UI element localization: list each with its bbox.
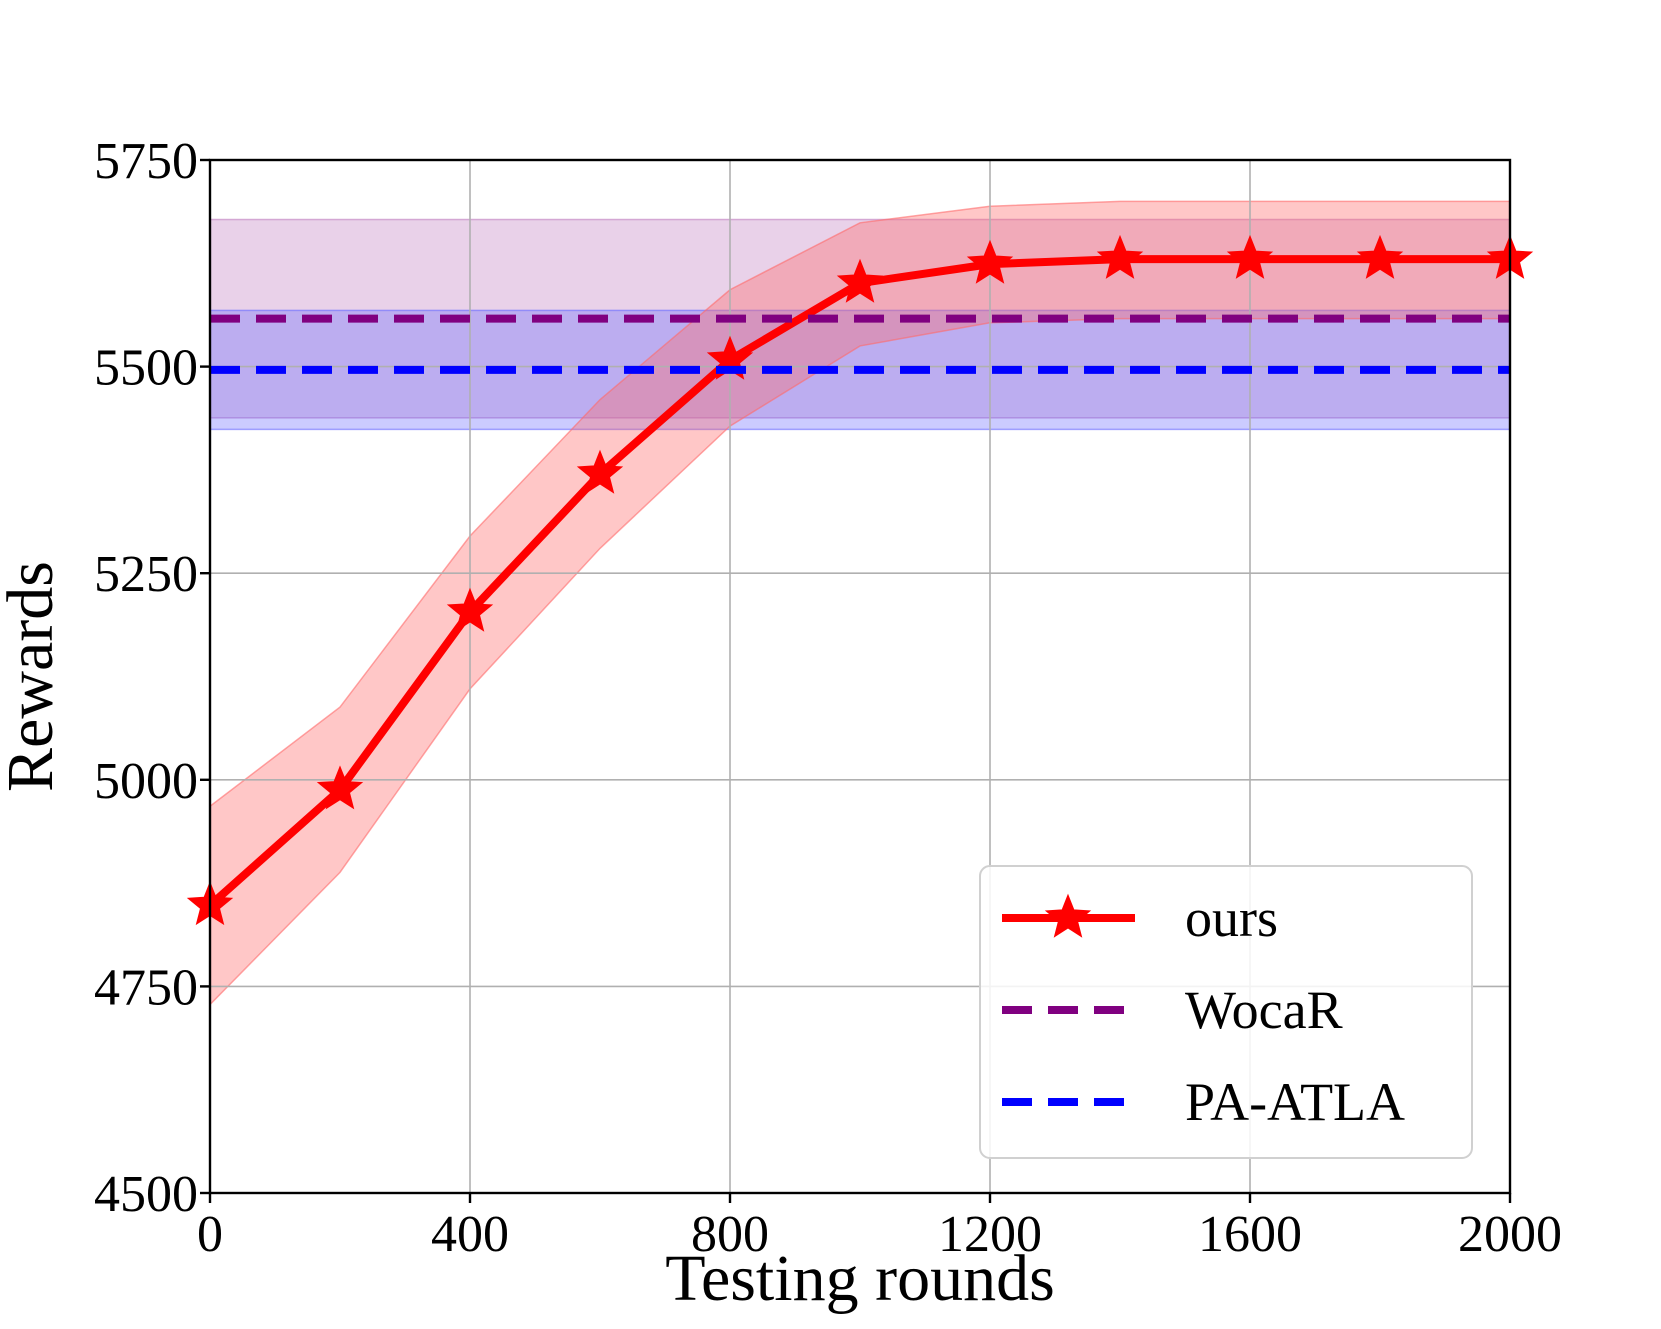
data-point-ours [446, 587, 494, 632]
x-tick-label: 0 [197, 1206, 223, 1263]
data-point-ours [836, 258, 884, 303]
data-point-ours [966, 239, 1014, 284]
legend-label-ours: ours [1185, 888, 1278, 948]
data-point-ours [316, 765, 364, 810]
y-tick-label: 5000 [94, 753, 198, 810]
axes: 0 400 800 1200 1600 2000 4500 4750 5000 5250 5500 5… [94, 133, 1562, 1263]
x-tick-label: 2000 [1458, 1206, 1562, 1263]
y-tick-label: 5250 [94, 546, 198, 603]
y-tick-label: 4750 [94, 959, 198, 1016]
legend-label-pa-atla: PA-ATLA [1185, 1072, 1405, 1132]
plot-frame [208, 158, 1512, 1195]
x-axis-label: Testing rounds [665, 1242, 1055, 1315]
legend-box [979, 865, 1473, 1159]
legend: ours WocaR PA-ATLA [979, 865, 1473, 1159]
x-tick-label: 800 [691, 1206, 769, 1263]
x-tick-label: 1200 [938, 1206, 1042, 1263]
data-point-ours [1226, 234, 1274, 279]
x-tick-label: 1600 [1198, 1206, 1302, 1263]
data-point-ours [576, 449, 624, 494]
data-point-ours [1096, 234, 1144, 279]
legend-marker-ours [1044, 893, 1092, 938]
legend-label-wocar: WocaR [1185, 980, 1343, 1040]
x-tick-label: 400 [431, 1206, 509, 1263]
y-tick-label: 5500 [94, 340, 198, 397]
series-lines [186, 234, 1534, 926]
y-tick-label: 5750 [94, 133, 198, 190]
y-tick-label: 4500 [94, 1166, 198, 1223]
data-point-ours [1356, 234, 1404, 279]
y-axis-label: Rewards [0, 561, 67, 792]
